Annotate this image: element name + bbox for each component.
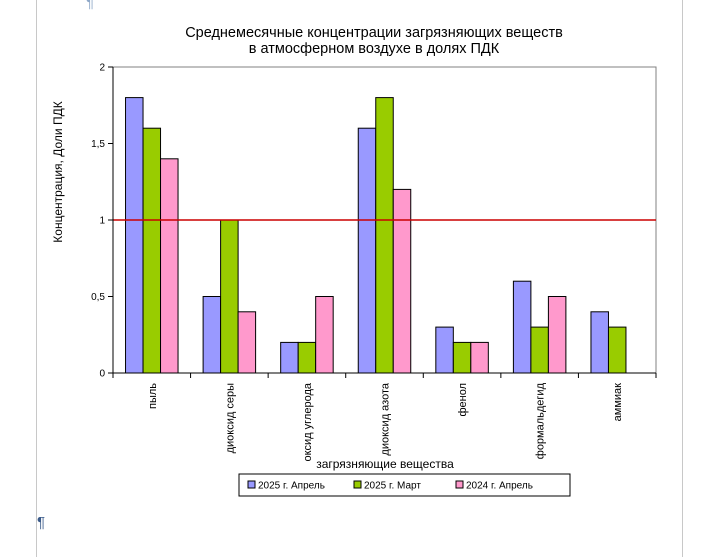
x-category-label: диоксид серы xyxy=(224,383,236,453)
bar xyxy=(375,97,394,374)
bar xyxy=(512,280,532,374)
bar xyxy=(142,127,162,374)
bar xyxy=(452,341,472,374)
legend: 2025 г. Апрель 2025 г. Март 2024 г. Апрель xyxy=(238,473,571,497)
bar xyxy=(125,97,144,374)
x-category-label: фенол xyxy=(457,383,469,417)
y-tick-label: 1 xyxy=(99,216,105,227)
bar xyxy=(547,296,567,374)
legend-swatch xyxy=(353,480,362,489)
bar xyxy=(315,296,334,374)
plot-area: 0 0,5 1 1,5 2 пыль диоксид серы оксид углерода д… xyxy=(91,63,657,462)
x-category-label: аммиак xyxy=(612,383,624,422)
bar xyxy=(530,326,549,374)
paragraph-mark-bottom: ¶ xyxy=(37,514,46,531)
x-category-label: формальдегид xyxy=(535,382,547,459)
legend-label: 2025 г. Апрель xyxy=(258,481,325,492)
bar xyxy=(435,326,454,374)
y-tick-label: 1,5 xyxy=(91,139,105,150)
bar xyxy=(237,311,257,374)
bar xyxy=(470,341,489,374)
x-category-label: оксид углерода xyxy=(302,382,314,461)
y-tick-label: 0,5 xyxy=(91,292,105,303)
bar xyxy=(590,311,609,374)
bar xyxy=(160,158,179,374)
bar xyxy=(357,127,377,374)
bar xyxy=(220,219,239,374)
paragraph-mark-top: ¶ xyxy=(86,0,95,11)
legend-label: 2025 г. Март xyxy=(364,481,421,492)
page-edge-left xyxy=(36,0,37,557)
y-tick-label: 0 xyxy=(99,369,105,380)
bar xyxy=(297,341,317,374)
legend-label: 2024 г. Апрель xyxy=(466,481,533,492)
x-axis-title: загрязняющие вещества xyxy=(316,457,454,471)
bar xyxy=(392,188,412,374)
y-axis-title: Концентрация, Доли ПДК xyxy=(51,101,65,242)
bar xyxy=(607,326,627,374)
x-category-label: диоксид азота xyxy=(380,382,392,455)
page-edge-right xyxy=(682,0,683,557)
bar xyxy=(280,341,299,374)
legend-box xyxy=(238,473,571,497)
legend-swatch xyxy=(247,480,256,489)
y-tick-label: 2 xyxy=(99,63,105,74)
x-category-label: пыль xyxy=(147,383,159,409)
chart-title-line-2: в атмосферном воздухе в долях ПДК xyxy=(249,41,500,57)
bar xyxy=(202,296,222,374)
legend-swatch xyxy=(455,480,464,489)
chart-title-line-1: Среднемесячные концентрации загрязняющих… xyxy=(185,25,563,41)
